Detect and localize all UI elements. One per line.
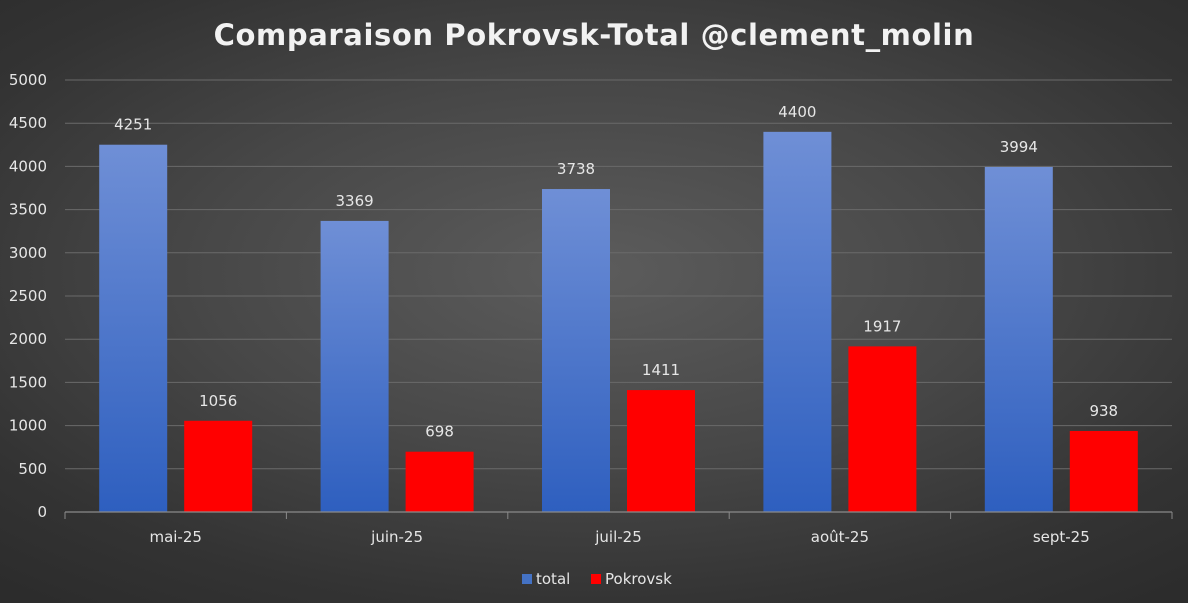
y-tick-label: 3000 [9, 244, 47, 262]
legend-swatch-total [522, 574, 532, 584]
x-tick-label: juil-25 [594, 528, 642, 546]
data-label-pokrovsk: 1056 [199, 392, 237, 410]
y-tick-label: 5000 [9, 71, 47, 89]
bar-total-août-25 [763, 131, 832, 512]
bar-pokrovsk-mai-25 [184, 420, 253, 512]
data-label-pokrovsk: 1917 [863, 317, 901, 335]
y-tick-label: 0 [37, 503, 47, 521]
data-label-total: 3994 [1000, 138, 1038, 156]
data-label-total: 3369 [336, 192, 374, 210]
y-tick-label: 3500 [9, 201, 47, 219]
data-label-total: 4251 [114, 116, 152, 134]
labels-layer: 4251 1056 3369 698 3738 1411 4400 1917 3994 938 [114, 103, 1118, 441]
bar-total-juin-25 [320, 220, 389, 512]
data-label-total: 4400 [778, 103, 816, 121]
x-tick-label: juin-25 [370, 528, 423, 546]
legend-label-total: total [536, 570, 570, 588]
bars-layer [99, 131, 1138, 512]
legend-swatch-pokrovsk [591, 574, 601, 584]
legend-layer: total Pokrovsk [522, 570, 672, 588]
data-label-pokrovsk: 1411 [642, 361, 680, 379]
y-tick-label: 4500 [9, 114, 47, 132]
y-tick-label: 2500 [9, 287, 47, 305]
x-tick-label: sept-25 [1033, 528, 1090, 546]
bar-pokrovsk-juil-25 [627, 390, 695, 512]
x-tick-label: mai-25 [149, 528, 201, 546]
y-tick-label: 1000 [9, 417, 47, 435]
y-tick-label: 2000 [9, 330, 47, 348]
bar-total-juil-25 [542, 189, 610, 512]
x-tick-label: août-25 [811, 528, 869, 546]
data-label-pokrovsk: 698 [425, 423, 454, 441]
bar-total-mai-25 [99, 144, 168, 512]
data-label-pokrovsk: 938 [1089, 402, 1118, 420]
chart-title: Comparaison Pokrovsk-Total @clement_moli… [214, 18, 975, 52]
bar-pokrovsk-août-25 [848, 346, 917, 512]
bar-pokrovsk-sept-25 [1069, 430, 1138, 512]
y-tick-label: 4000 [9, 157, 47, 175]
legend-label-pokrovsk: Pokrovsk [605, 570, 672, 588]
data-label-total: 3738 [557, 160, 595, 178]
bar-total-sept-25 [984, 166, 1053, 512]
bar-pokrovsk-juin-25 [405, 451, 474, 512]
y-tick-label: 500 [18, 460, 47, 478]
y-tick-label: 1500 [9, 373, 47, 391]
axis-layer: 0 500 1000 1500 2000 2500 3000 3500 4000 4500 5000… [9, 71, 1173, 546]
